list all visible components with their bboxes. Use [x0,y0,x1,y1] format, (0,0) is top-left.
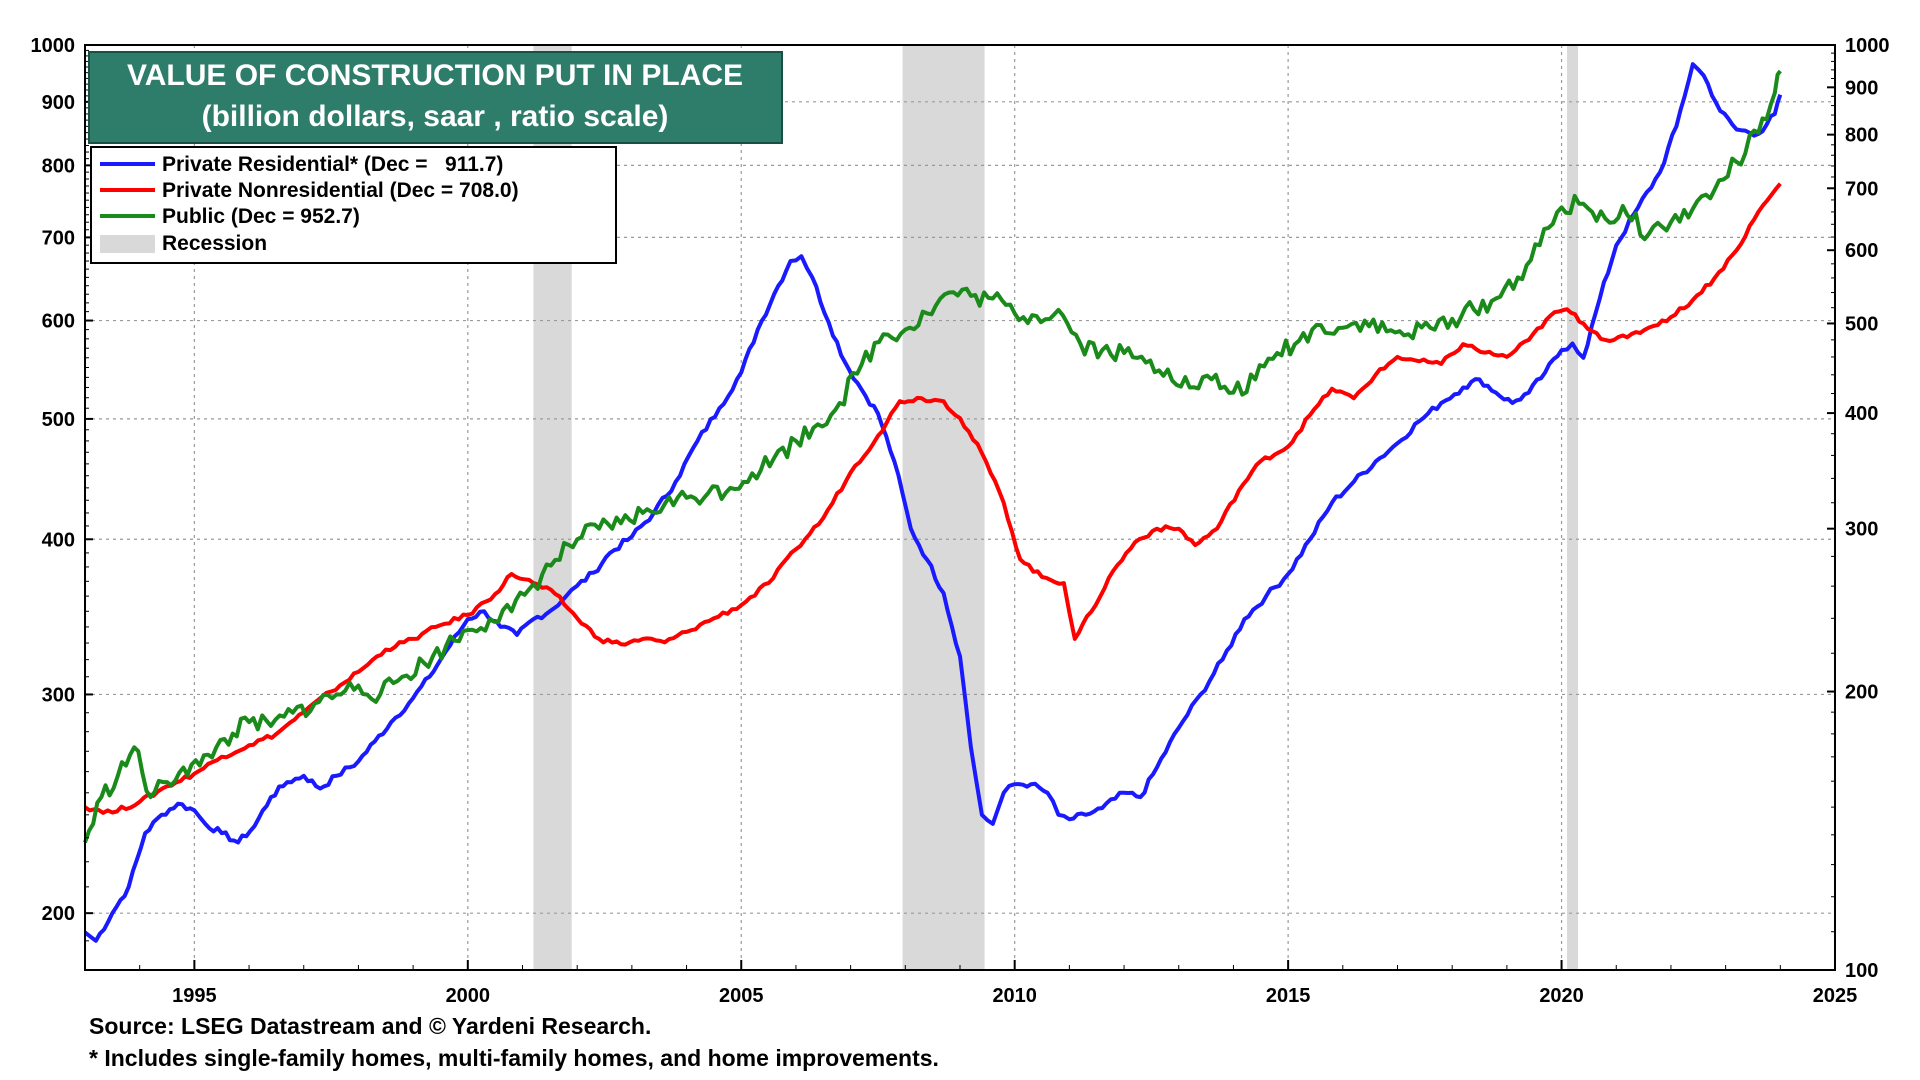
right-axis-label: 400 [1845,403,1878,425]
series-line-private-nonresidential [83,182,1782,815]
right-axis-label: 1000 [1845,35,1890,57]
right-axis-label: 900 [1845,77,1878,99]
recession-band-2 [902,45,985,970]
left-axis-label: 400 [42,529,75,551]
axes: 200 300 400 500 600 700 800 900 1000 100 200 300 400… [31,35,1890,1007]
source-note: Source: LSEG Datastream and © Yardeni Re… [89,1013,651,1039]
right-axis-label: 700 [1845,178,1878,200]
left-axis-label: 300 [42,684,75,706]
left-axis-label: 200 [42,903,75,925]
recession-band-3 [1567,45,1578,970]
series-lines [83,62,1783,943]
legend-label-private-residential: Private Residential* (Dec = 911.7) [162,153,503,176]
title-box: VALUE OF CONSTRUCTION PUT IN PLACE (bill… [88,51,783,144]
right-axis-label: 800 [1845,125,1878,147]
legend-label-public: Public (Dec = 952.7) [162,205,360,228]
footnote: * Includes single-family homes, multi-fa… [89,1045,939,1071]
x-axis-label: 2015 [1266,985,1311,1007]
x-axis-label: 2020 [1539,985,1584,1007]
x-axis-label: 2005 [719,985,764,1007]
left-axis-label: 600 [42,311,75,333]
chart-subtitle: (billion dollars, saar , ratio scale) [202,100,669,133]
legend-swatch-recession [100,235,155,253]
left-axis-label: 900 [42,92,75,114]
legend: Private Residential* (Dec = 911.7) Priva… [90,146,617,264]
legend-box [90,146,617,264]
x-axis-label: 1995 [172,985,217,1007]
left-axis-label: 500 [42,409,75,431]
left-axis-label: 800 [42,155,75,177]
series-line-public [83,69,1782,844]
right-axis-label: 100 [1845,960,1878,982]
x-axis-label: 2000 [446,985,491,1007]
x-axis-label: 2010 [992,985,1037,1007]
legend-label-private-nonresidential: Private Nonresidential (Dec = 708.0) [162,179,519,202]
legend-label-recession: Recession [162,232,267,255]
right-axis-label: 500 [1845,313,1878,335]
right-axis-label: 300 [1845,519,1878,541]
title-background [88,51,783,144]
left-axis-label: 1000 [31,35,76,57]
series-line-private-residential [83,62,1783,943]
right-axis-label: 200 [1845,682,1878,704]
right-axis-label: 600 [1845,240,1878,262]
chart-title: VALUE OF CONSTRUCTION PUT IN PLACE [127,59,743,92]
left-axis-label: 700 [42,227,75,249]
x-axis-label: 2025 [1813,985,1858,1007]
